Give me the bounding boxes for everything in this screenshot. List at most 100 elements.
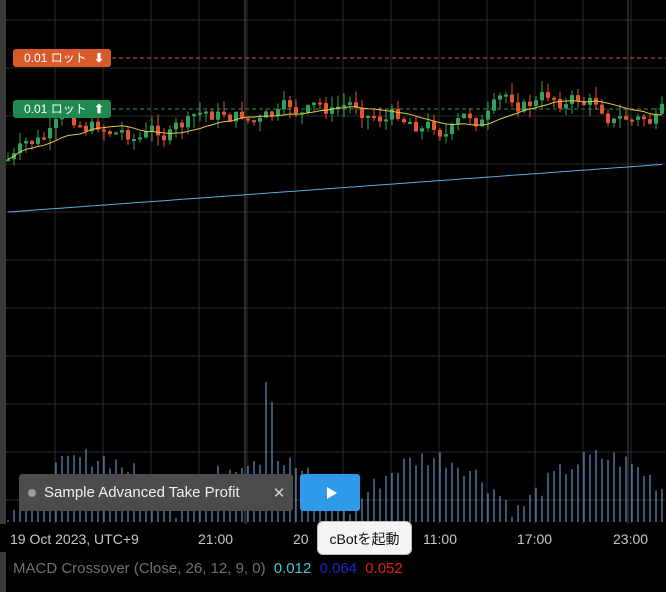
candle-body (384, 119, 388, 122)
status-dot-icon (28, 488, 36, 497)
crosshair (244, 0, 629, 524)
candle-body (552, 97, 556, 100)
candle-body (96, 121, 100, 130)
candle-body (612, 118, 616, 124)
histogram-value: 0.052 (365, 560, 403, 577)
candle-body (18, 143, 22, 154)
candle-body (6, 159, 10, 162)
candle-body (474, 118, 478, 127)
candle-body (114, 132, 118, 135)
candle-body (276, 109, 280, 116)
candle-body (648, 119, 652, 124)
candle-body (360, 107, 364, 119)
start-cbot-button[interactable] (300, 474, 360, 511)
buy-order-tag[interactable]: 0.01 ロット ⬆ (13, 100, 112, 118)
macd-value: 0.012 (273, 560, 312, 577)
candle-body (432, 121, 436, 131)
candle-body (582, 101, 586, 105)
candle-body (288, 100, 292, 108)
candle-body (606, 113, 610, 124)
candle-body (396, 108, 400, 119)
candle-body (174, 122, 178, 130)
candle-body (318, 102, 322, 105)
time-axis-label: 17:00 (517, 531, 553, 547)
candle-body (540, 92, 544, 101)
candle-body (138, 137, 142, 140)
slow-moving-average-line (7, 163, 663, 213)
candle-body (564, 104, 568, 109)
candle-body (618, 116, 622, 119)
cbot-instance-bar[interactable]: Sample Advanced Take Profit ✕ (19, 474, 293, 511)
candle-body (498, 95, 502, 100)
arrow-up-icon: ⬆ (94, 102, 105, 116)
candle-body (324, 103, 328, 114)
candle-body (516, 102, 520, 112)
candle-body (312, 102, 316, 106)
candle-body (240, 111, 244, 119)
time-axis-label: 11:00 (423, 531, 457, 547)
fast-moving-average-line (7, 100, 663, 160)
close-icon[interactable]: ✕ (272, 484, 286, 502)
candle-body (558, 98, 562, 109)
candle-body (270, 111, 274, 116)
start-cbot-tooltip: cBotを起動 (317, 521, 412, 555)
candle-body (366, 116, 370, 119)
candle-body (84, 125, 88, 132)
candle-body (30, 140, 34, 144)
candle-body (36, 137, 40, 144)
candle-body (450, 124, 454, 135)
candle-body (414, 122, 418, 132)
candle-body (72, 115, 76, 126)
candle-body (654, 113, 658, 124)
arrow-down-icon: ⬇ (94, 51, 105, 65)
sell-order-tag[interactable]: 0.01 ロット ⬇ (13, 49, 112, 67)
buy-order-label: 0.01 ロット (24, 102, 87, 116)
candle-body (354, 102, 358, 108)
candle-body (438, 130, 442, 137)
candle-body (510, 94, 514, 103)
candle-body (336, 106, 340, 109)
sell-order-label: 0.01 ロット (24, 51, 87, 65)
candle-body (258, 117, 262, 122)
candle-body (78, 125, 82, 128)
candle-body (402, 118, 406, 123)
candle-body (54, 119, 58, 128)
candle-body (216, 111, 220, 120)
candle-body (600, 104, 604, 114)
candle-body (420, 128, 424, 132)
candle-body (300, 112, 304, 115)
candle-body (456, 118, 460, 125)
candle-body (576, 95, 580, 102)
candle-body (330, 107, 334, 114)
candle-body (390, 108, 394, 120)
time-axis-label: 19 Oct 2023, UTC+9 (10, 531, 139, 547)
candle-body (246, 118, 250, 121)
candle-body (126, 130, 130, 140)
chart-grid (6, 0, 666, 524)
candle-body (342, 104, 346, 107)
candle-body (624, 116, 628, 120)
time-axis-label: 21:00 (198, 531, 234, 547)
candle-body (204, 111, 208, 114)
candle-body (150, 125, 154, 132)
candle-body (144, 131, 148, 138)
candle-body (294, 107, 298, 114)
candle-body (186, 115, 190, 128)
candle-body (120, 130, 124, 133)
candle-body (222, 111, 226, 115)
candle-body (660, 103, 664, 114)
candle-body (480, 119, 484, 127)
signal-value: 0.064 (319, 560, 358, 577)
candle-body (180, 122, 184, 128)
candle-body (378, 116, 382, 122)
candle-body (192, 114, 196, 117)
candle-body (132, 139, 136, 142)
candle-body (168, 129, 172, 141)
candle-body (234, 111, 238, 122)
candle-body (492, 99, 496, 111)
indicator-name: MACD Crossover (Close, 26, 12, 9, 0) (13, 560, 266, 577)
candle-body (426, 121, 430, 129)
candle-body (102, 129, 106, 132)
candle-body (198, 112, 202, 115)
